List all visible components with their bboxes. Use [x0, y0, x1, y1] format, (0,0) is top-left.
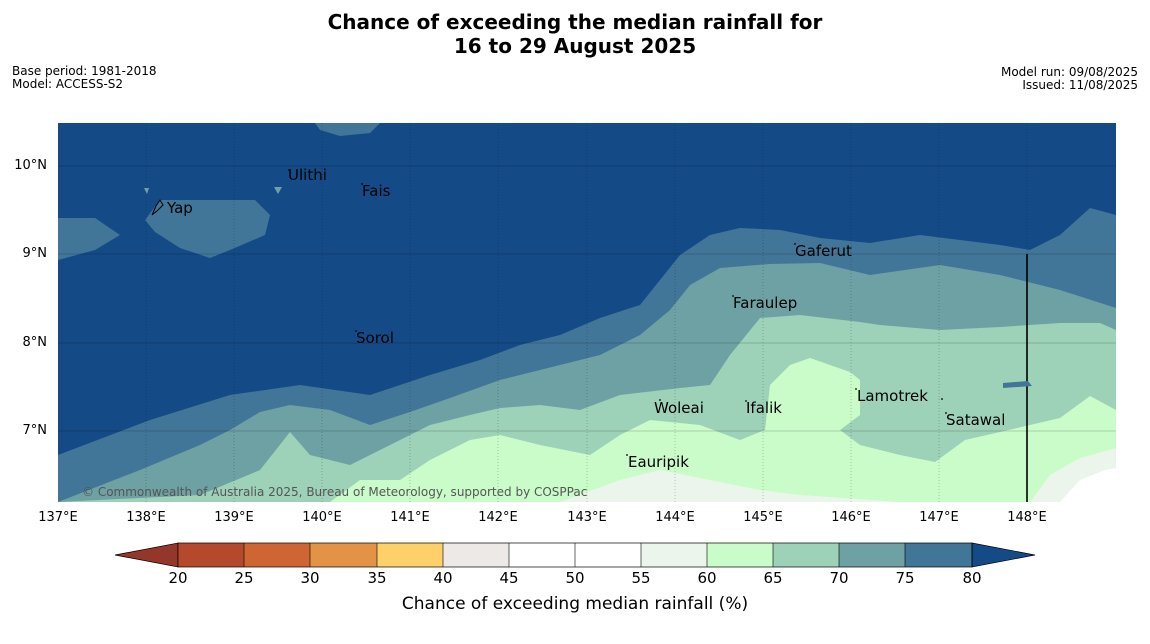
region-55-60 — [560, 470, 900, 502]
colorbar-tick-30: 30 — [300, 569, 320, 587]
lon-label-139e: 139°E — [214, 510, 254, 525]
colorbar-tick-70: 70 — [829, 569, 849, 587]
lon-label-144e: 144°E — [655, 510, 695, 525]
ngulu-shape — [144, 188, 149, 194]
colorbar-65-70 — [773, 543, 839, 567]
map-layers — [58, 123, 1116, 502]
region-75-80-west — [58, 218, 120, 260]
lon-label-142e: 142°E — [478, 510, 518, 525]
lat-label-9n: 9°N — [22, 246, 48, 261]
copyright-notice: © Commonwealth of Australia 2025, Bureau… — [82, 485, 588, 499]
base-period: Base period: 1981-2018 — [12, 64, 157, 78]
lat-label-10n: 10°N — [14, 158, 47, 173]
lat-label-7n: 7°N — [22, 423, 48, 438]
region-45-50-east — [1060, 468, 1116, 502]
issued-date: Issued: 11/08/2025 — [1022, 78, 1138, 92]
colorbar-25-30 — [244, 543, 310, 567]
meta-right: Model run: 09/08/2025 Issued: 11/08/2025 — [1001, 66, 1138, 92]
place-fais: Fais — [362, 182, 391, 200]
place-sorol: Sorol — [356, 329, 394, 347]
colorbar-arrow-high — [971, 542, 1036, 568]
region-60-65 — [58, 358, 1116, 502]
colorbar-70-75 — [839, 543, 905, 567]
reef-shape — [1003, 381, 1032, 388]
lon-label-147e: 147°E — [919, 510, 959, 525]
yap-island — [151, 199, 164, 216]
title-line-1: Chance of exceeding the median rainfall … — [327, 10, 823, 34]
lon-label-137e: 137°E — [38, 510, 78, 525]
colorbar-arrow-low — [114, 542, 179, 568]
colorbar-45-50 — [509, 543, 575, 567]
colorbar-75-80 — [905, 543, 972, 567]
place-markers — [288, 169, 947, 456]
model-name: Model: ACCESS-S2 — [12, 77, 124, 91]
colorbar-20-25 — [178, 543, 244, 567]
colorbar-tick-40: 40 — [433, 569, 453, 587]
region-75-80-yap — [145, 200, 270, 258]
place-ulithi: Ulithi — [288, 166, 327, 184]
colorbar-50-55 — [575, 543, 641, 567]
meta-left: Base period: 1981-2018 Model: ACCESS-S2 — [12, 65, 157, 91]
graticule — [58, 123, 1116, 502]
colorbar-tick-20: 20 — [168, 569, 188, 587]
lon-label-148e: 148°E — [1007, 510, 1047, 525]
colorbar-tick-35: 35 — [367, 569, 387, 587]
place-lamotrek: Lamotrek — [857, 387, 928, 405]
colorbar-title: Chance of exceeding median rainfall (%) — [401, 594, 749, 614]
lon-label-146e: 146°E — [831, 510, 871, 525]
colorbar-tick-75: 75 — [895, 569, 915, 587]
region-75-80-top — [315, 123, 380, 136]
place-yap: Yap — [167, 199, 193, 217]
place-ifalik: Ifalik — [746, 399, 782, 417]
colorbar-tick-55: 55 — [631, 569, 651, 587]
colorbar-dividers — [243, 543, 906, 567]
colorbar-35-40 — [377, 543, 443, 567]
colorbar-tick-60: 60 — [697, 569, 717, 587]
place-gaferut: Gaferut — [795, 242, 852, 260]
colorbar-40-45 — [443, 543, 509, 567]
lon-label-145e: 145°E — [743, 510, 783, 525]
ulithi-shape — [274, 187, 282, 194]
colorbar-tick-65: 65 — [763, 569, 783, 587]
colorbar-30-35 — [310, 543, 377, 567]
place-satawal: Satawal — [946, 411, 1006, 429]
map-title: Chance of exceeding the median rainfall … — [0, 10, 1150, 58]
colorbar-60-65 — [707, 543, 773, 567]
place-eauripik: Eauripik — [628, 453, 689, 471]
place-woleai: Woleai — [654, 399, 704, 417]
colorbar-tick-25: 25 — [234, 569, 254, 587]
colorbar-tick-50: 50 — [565, 569, 585, 587]
colorbar-55-60 — [641, 543, 707, 567]
lon-label-138e: 138°E — [126, 510, 166, 525]
colorbar-tick-80: 80 — [962, 569, 982, 587]
colorbar-tick-45: 45 — [499, 569, 519, 587]
lat-label-8n: 8°N — [22, 335, 48, 350]
lon-label-143e: 143°E — [567, 510, 607, 525]
colorbar — [114, 542, 1036, 568]
model-run: Model run: 09/08/2025 — [1000, 65, 1138, 79]
place-faraulep: Faraulep — [733, 294, 798, 312]
lon-label-141e: 141°E — [390, 510, 430, 525]
lon-label-140e: 140°E — [302, 510, 342, 525]
title-line-2: 16 to 29 August 2025 — [453, 34, 697, 58]
